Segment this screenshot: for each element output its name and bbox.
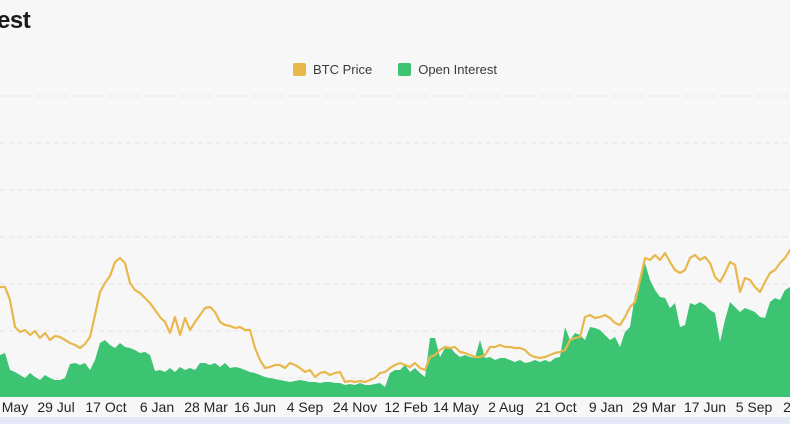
open-interest-area [0,263,790,397]
x-axis-label: 24 Nov [332,399,378,415]
x-axis-label: 2 Aug [488,399,524,415]
x-axis-label: 4 Sep [286,399,324,415]
legend-label: BTC Price [312,62,373,77]
x-axis-label: 9 Jan [588,399,624,415]
legend-item-btc-price[interactable]: BTC Price [292,62,373,77]
x-axis-label: 17 Oct [85,399,127,415]
x-axis-label: 6 Jan [139,399,175,415]
legend-label: Open Interest [418,62,497,77]
x-axis-label: 28 Mar [184,399,228,415]
chart-legend: BTC Price Open Interest [0,62,790,77]
x-axis-label: 2 [783,399,790,415]
x-axis-label: 17 Jun [683,399,727,415]
x-axis-label: 29 Jul [37,399,75,415]
x-axis-label: 14 May [433,399,479,415]
open-interest-swatch-icon [398,63,412,76]
x-axis: May 29 Jul 17 Oct 6 Jan 28 Mar 16 Jun 4 Sep 24 … [0,399,790,417]
legend-item-open-interest[interactable]: Open Interest [398,62,497,77]
page-title: est [0,7,31,34]
x-axis-label: 29 Mar [632,399,676,415]
x-axis-label: 16 Jun [233,399,277,415]
x-axis-label: 21 Oct [535,399,577,415]
bottom-strip [0,417,790,424]
x-axis-label: May [1,399,29,415]
btc-price-line [0,248,790,384]
x-axis-label: 12 Feb [384,399,428,415]
btc-price-swatch-icon [292,63,306,76]
x-axis-label: 5 Sep [735,399,773,415]
